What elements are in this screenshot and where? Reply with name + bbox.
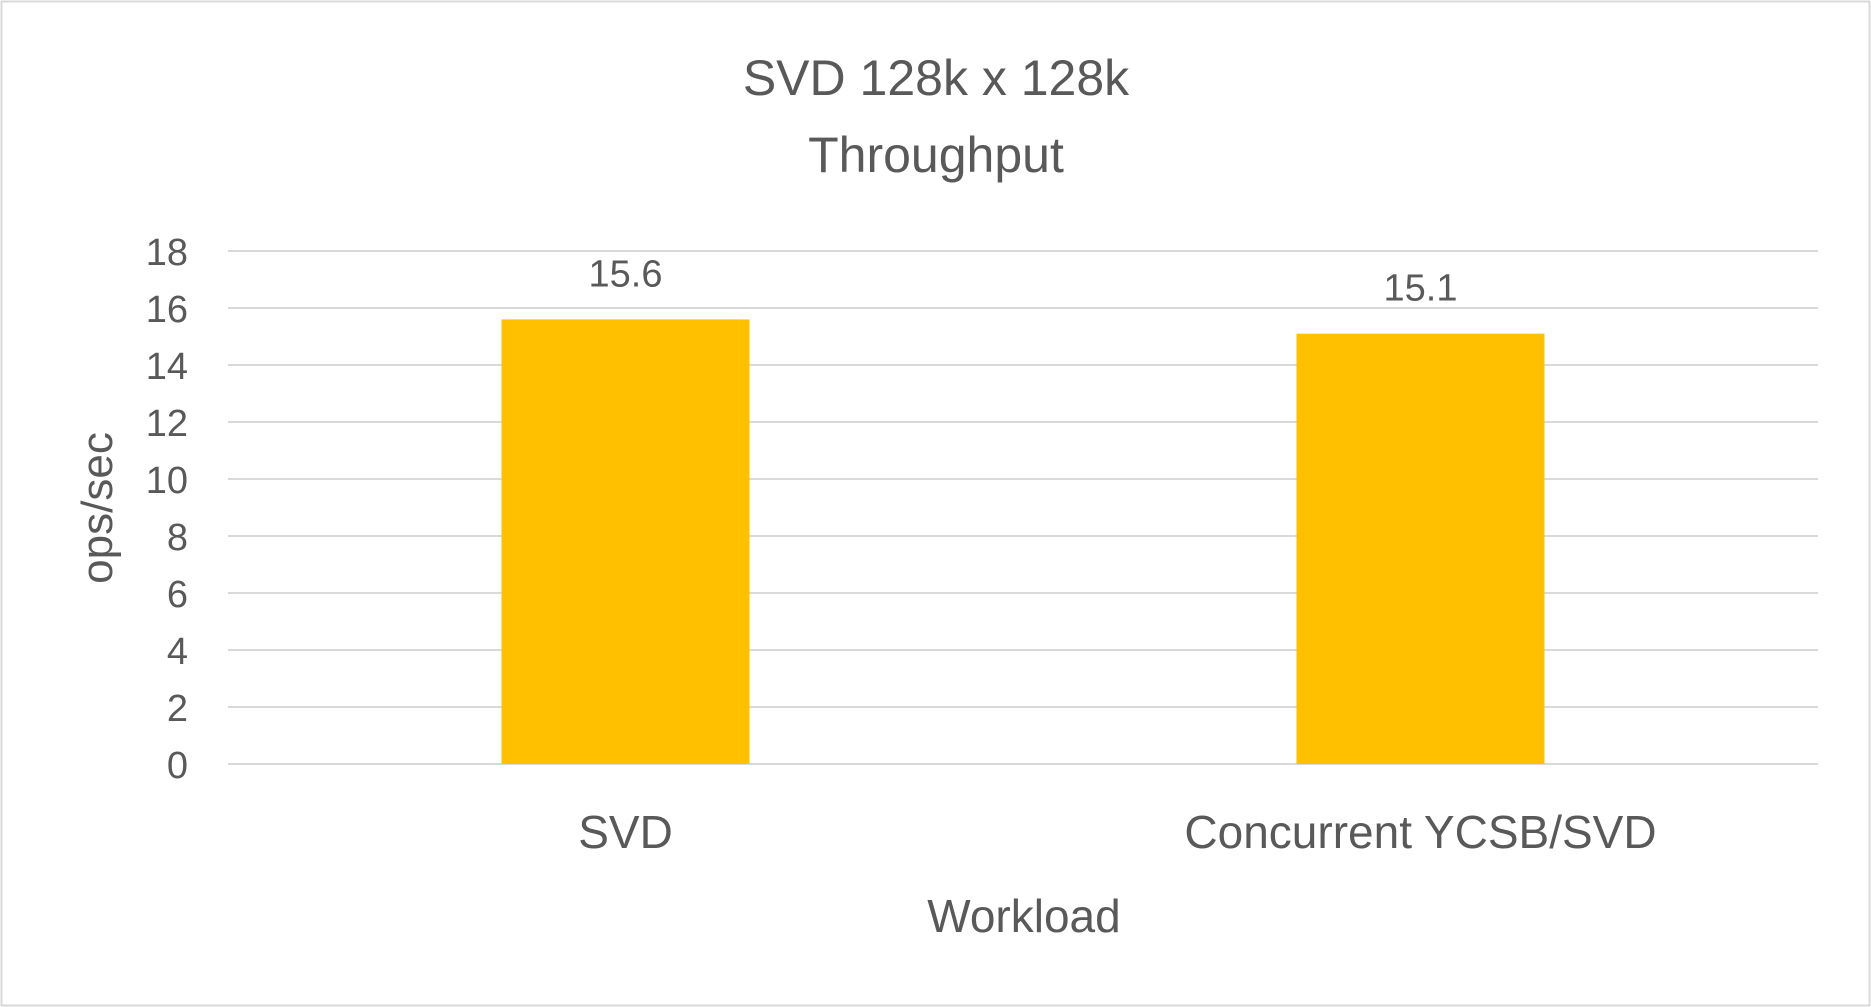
y-tick-label: 18 bbox=[146, 232, 188, 274]
bar bbox=[501, 319, 750, 764]
data-label: 15.1 bbox=[1384, 268, 1458, 310]
chart-title-line-2: Throughput bbox=[808, 127, 1064, 183]
gridlines bbox=[228, 250, 1818, 765]
bar bbox=[1296, 333, 1545, 764]
data-labels: 15.6 15.1 bbox=[589, 253, 1458, 309]
y-tick-label: 8 bbox=[167, 517, 188, 559]
bars bbox=[501, 319, 1545, 764]
data-label: 15.6 bbox=[589, 253, 663, 295]
y-tick-label: 2 bbox=[167, 688, 188, 730]
y-axis-tick-labels: 0 2 4 6 8 10 12 14 16 18 bbox=[146, 232, 188, 787]
x-axis-tick-labels: SVD Concurrent YCSB/SVD bbox=[578, 806, 1656, 858]
y-tick-label: 16 bbox=[146, 289, 188, 331]
x-tick-label: SVD bbox=[578, 806, 673, 858]
chart-title-line-1: SVD 128k x 128k bbox=[743, 50, 1130, 106]
y-tick-label: 10 bbox=[146, 460, 188, 502]
x-axis-title: Workload bbox=[927, 890, 1120, 942]
y-axis-title: ops/sec bbox=[73, 432, 122, 584]
x-tick-label: Concurrent YCSB/SVD bbox=[1184, 806, 1656, 858]
y-tick-label: 12 bbox=[146, 403, 188, 445]
y-tick-label: 4 bbox=[167, 631, 188, 673]
y-tick-label: 14 bbox=[146, 346, 188, 388]
y-tick-label: 6 bbox=[167, 574, 188, 616]
y-tick-label: 0 bbox=[167, 745, 188, 787]
